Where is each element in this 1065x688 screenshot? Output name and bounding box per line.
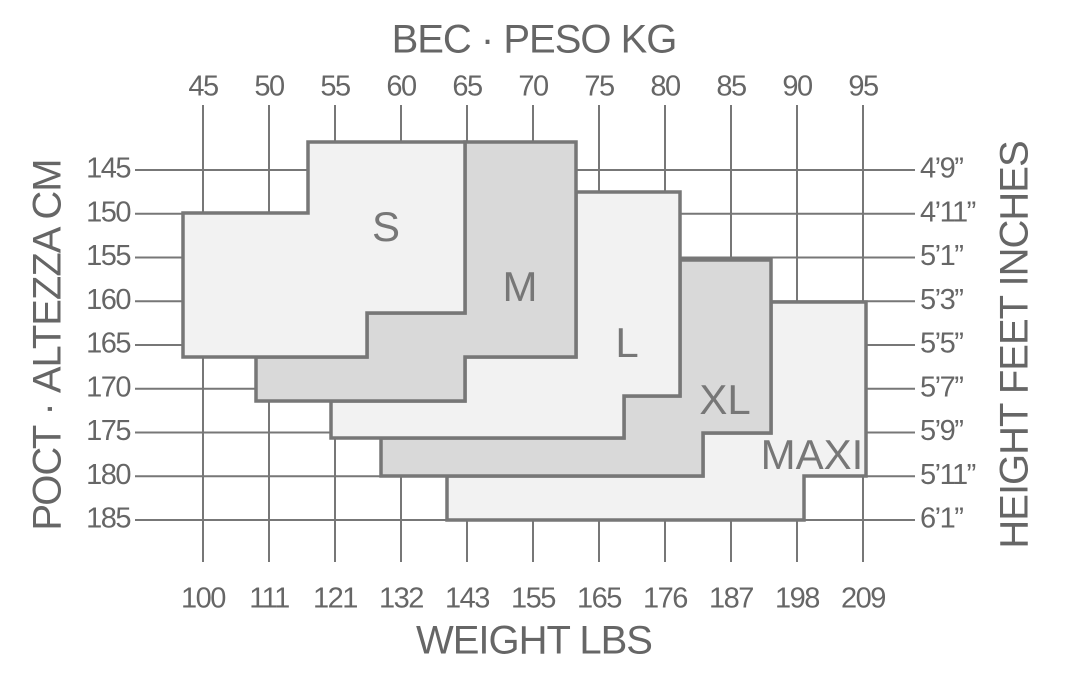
right-title: HEIGHT FEET INCHES — [993, 141, 1037, 548]
kg-tick-label: 80 — [650, 71, 680, 103]
bottom-title: WEIGHT LBS — [416, 619, 652, 663]
kg-tick-label: 75 — [584, 71, 614, 103]
feet-tick-label: 5’1” — [920, 240, 963, 272]
size-label: M — [503, 263, 538, 310]
cm-tick-label: 180 — [86, 459, 130, 491]
cm-tick-label: 170 — [86, 371, 130, 403]
lbs-tick-label: 187 — [709, 583, 753, 615]
size-label: S — [372, 203, 400, 250]
kg-tick-label: 50 — [254, 71, 284, 103]
lbs-tick-label: 111 — [249, 583, 289, 615]
kg-tick-label: 65 — [452, 71, 482, 103]
feet-tick-label: 5’11” — [920, 459, 976, 491]
cm-tick-label: 155 — [86, 240, 130, 272]
kg-tick-label: 60 — [386, 71, 416, 103]
size-label: MAXI — [761, 431, 864, 478]
lbs-tick-label: 165 — [577, 583, 621, 615]
feet-tick-label: 5’7” — [920, 371, 963, 403]
lbs-tick-label: 121 — [313, 583, 357, 615]
feet-tick-label: 4’9” — [920, 153, 963, 185]
feet-tick-label: 5’9” — [920, 415, 963, 447]
kg-tick-label: 90 — [782, 71, 812, 103]
feet-tick-label: 5’3” — [920, 284, 963, 316]
feet-tick-label: 4’11” — [920, 196, 976, 228]
lbs-tick-label: 132 — [379, 583, 423, 615]
size-label: L — [615, 319, 638, 366]
kg-tick-label: 45 — [188, 71, 218, 103]
lbs-tick-label: 100 — [181, 583, 225, 615]
lbs-tick-label: 198 — [775, 583, 819, 615]
cm-tick-label: 150 — [86, 196, 130, 228]
lbs-tick-label: 176 — [643, 583, 687, 615]
lbs-tick-label: 209 — [841, 583, 885, 615]
cm-tick-label: 165 — [86, 328, 130, 360]
size-label: XL — [699, 376, 750, 423]
cm-tick-label: 175 — [86, 415, 130, 447]
kg-tick-label: 55 — [320, 71, 350, 103]
kg-tick-label: 95 — [848, 71, 878, 103]
cm-tick-label: 160 — [86, 284, 130, 316]
lbs-tick-label: 155 — [511, 583, 555, 615]
cm-tick-label: 185 — [86, 503, 130, 535]
kg-tick-label: 85 — [716, 71, 746, 103]
cm-tick-label: 145 — [86, 153, 130, 185]
top-title: ВЕС · PESO KG — [392, 18, 677, 62]
feet-tick-label: 6’1” — [920, 503, 963, 535]
left-title: РОСТ · ALTEZZA CM — [26, 159, 70, 530]
kg-tick-label: 70 — [518, 71, 548, 103]
region-s — [181, 140, 467, 359]
size-regions — [181, 140, 868, 522]
feet-tick-label: 5’5” — [920, 328, 963, 360]
lbs-tick-label: 143 — [445, 583, 489, 615]
